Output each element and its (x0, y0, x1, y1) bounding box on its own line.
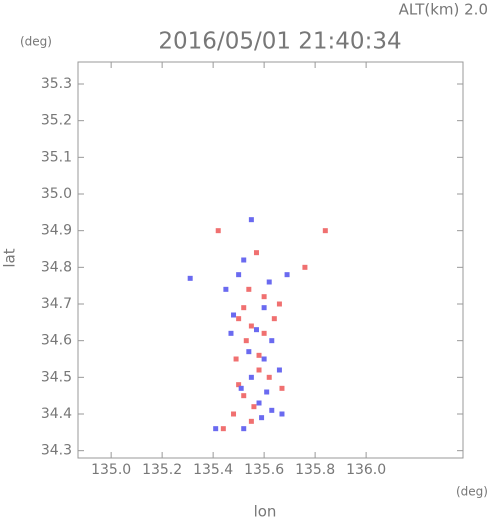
point (276, 301, 282, 307)
point (248, 323, 254, 329)
point (266, 279, 272, 285)
point (269, 338, 275, 344)
point (302, 264, 308, 270)
point (243, 338, 249, 344)
point (187, 275, 193, 281)
point (215, 228, 221, 234)
x-unit: (deg) (456, 485, 488, 499)
point (231, 411, 237, 417)
point (261, 330, 267, 336)
x-tick-label: 135.6 (244, 462, 284, 478)
x-tick-label: 135.4 (193, 462, 233, 478)
x-tick-label: 135.0 (91, 462, 131, 478)
point (236, 272, 242, 278)
point (279, 385, 285, 391)
point (233, 356, 239, 362)
point (248, 418, 254, 424)
point (284, 272, 290, 278)
point (228, 330, 234, 336)
point (236, 382, 242, 388)
point (264, 389, 270, 395)
y-tick-label: 34.3 (41, 443, 72, 459)
point (241, 305, 247, 311)
point (238, 385, 244, 391)
y-unit: (deg) (20, 35, 52, 49)
x-tick-label: 135.2 (142, 462, 182, 478)
x-tick-label: 136.0 (346, 462, 386, 478)
y-tick-label: 35.0 (41, 186, 72, 202)
point (269, 407, 275, 413)
y-tick-label: 35.2 (41, 113, 72, 129)
point (256, 400, 262, 406)
point (253, 250, 259, 256)
chart-title: 2016/05/01 21:40:34 (158, 29, 401, 55)
y-tick-label: 34.8 (41, 259, 72, 275)
point (261, 356, 267, 362)
point (223, 286, 229, 292)
point (259, 415, 265, 421)
point (256, 352, 262, 358)
y-tick-label: 34.6 (41, 333, 72, 349)
point (213, 426, 219, 432)
point (322, 228, 328, 234)
point (231, 312, 237, 318)
point (253, 327, 259, 333)
point (236, 316, 242, 322)
point (241, 426, 247, 432)
point (256, 367, 262, 373)
point (261, 305, 267, 311)
x-axis-label: lon (254, 503, 277, 521)
point (271, 316, 277, 322)
y-tick-label: 34.4 (41, 406, 72, 422)
point (246, 286, 252, 292)
point (248, 374, 254, 380)
point (251, 404, 257, 410)
y-axis-label: lat (1, 248, 19, 267)
point (276, 367, 282, 373)
y-tick-label: 34.5 (41, 369, 72, 385)
point (279, 411, 285, 417)
plot-frame (77, 61, 464, 459)
point (248, 217, 254, 223)
annotation: ALT(km) 2.0 (399, 1, 488, 19)
y-tick-label: 35.3 (41, 76, 72, 92)
point (246, 349, 252, 355)
point (261, 294, 267, 300)
point (241, 393, 247, 399)
point (241, 257, 247, 263)
y-tick-label: 34.7 (41, 296, 72, 312)
y-tick-label: 35.1 (41, 149, 72, 165)
point (220, 426, 226, 432)
point (266, 374, 272, 380)
x-tick-label: 135.8 (295, 462, 335, 478)
y-tick-label: 34.9 (41, 223, 72, 239)
